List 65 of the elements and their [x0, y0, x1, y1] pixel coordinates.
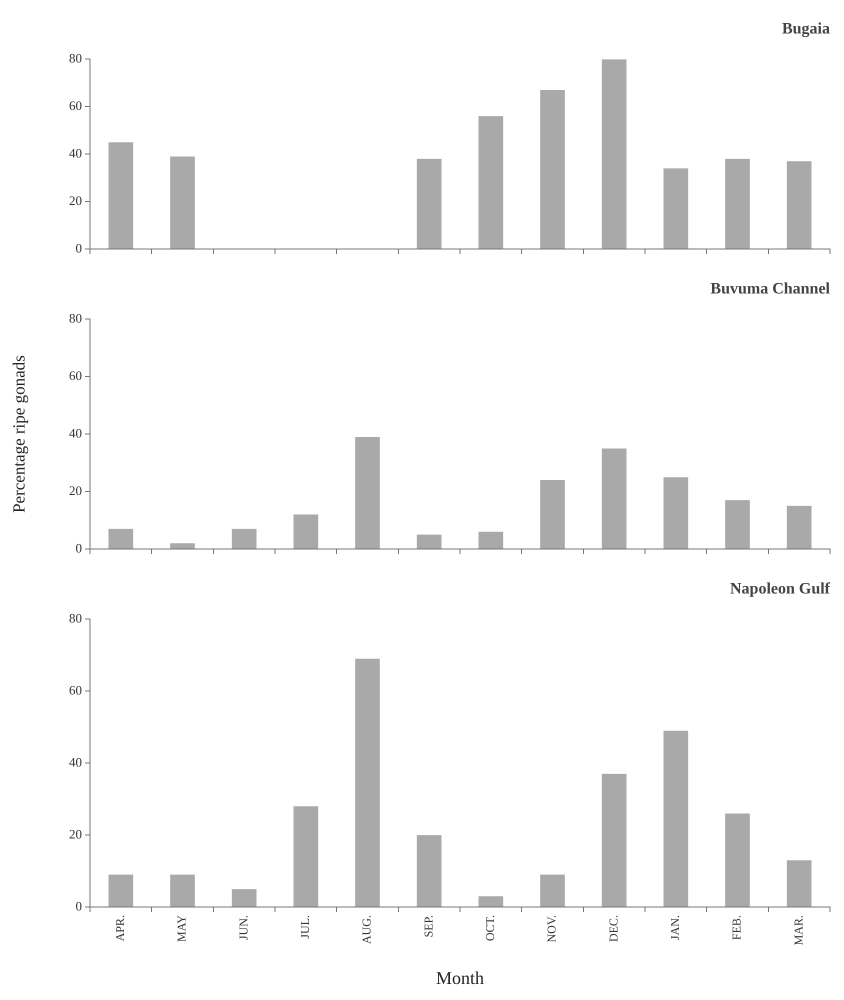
bar — [416, 534, 442, 548]
x-tick-label: SEP. — [421, 915, 436, 938]
y-tick-label: 60 — [69, 368, 82, 384]
y-tick-label: 60 — [69, 682, 82, 698]
bar — [416, 835, 442, 907]
bar — [108, 528, 134, 548]
bar — [540, 90, 565, 248]
bar — [786, 860, 812, 907]
x-tick-label: MAY — [174, 914, 189, 942]
x-tick-label: MAR. — [791, 915, 806, 946]
y-tick-label: 20 — [69, 192, 82, 208]
bar — [602, 59, 626, 248]
bar — [355, 658, 380, 907]
x-tick-label: NOV. — [544, 915, 559, 943]
y-tick-label: 20 — [69, 826, 82, 842]
y-tick-label: 80 — [69, 50, 82, 66]
chart-title: Bugaia — [782, 20, 830, 38]
bar — [294, 806, 318, 907]
bar — [664, 168, 688, 248]
x-axis-title: Month — [436, 968, 484, 988]
bar — [478, 532, 504, 548]
y-tick-label: 40 — [69, 426, 82, 441]
chart-title: Napoleon Gulf — [730, 580, 831, 598]
x-tick-label: AUG. — [360, 915, 374, 944]
y-tick-label: 80 — [69, 310, 82, 326]
bar — [602, 448, 626, 548]
bar — [786, 161, 812, 248]
y-tick-label: 0 — [76, 240, 82, 256]
y-tick-label: 0 — [76, 540, 82, 556]
bar — [602, 774, 626, 907]
y-tick-label: 40 — [69, 754, 82, 770]
chart-title: Buvuma Channel — [710, 280, 831, 298]
x-tick-label: FEB. — [730, 915, 744, 940]
bar — [664, 730, 688, 907]
y-tick-label: 40 — [69, 146, 82, 161]
bar — [170, 874, 195, 907]
y-tick-label: 60 — [69, 98, 82, 114]
bar — [786, 506, 812, 548]
x-tick-label: JUN. — [236, 915, 250, 940]
y-axis-title: Percentage ripe gonads — [10, 355, 29, 513]
bar — [478, 116, 504, 248]
x-tick-label: JUL. — [298, 915, 312, 939]
bar — [294, 514, 318, 548]
bar — [355, 436, 380, 548]
x-tick-label: APR. — [112, 915, 127, 942]
bar — [170, 543, 195, 548]
bar — [232, 528, 256, 548]
bar — [725, 500, 750, 548]
x-tick-label: DEC. — [606, 915, 620, 942]
x-tick-label: JAN. — [668, 915, 682, 940]
bar — [232, 889, 256, 907]
bar — [416, 158, 442, 248]
bar — [108, 142, 134, 248]
bar — [478, 896, 504, 907]
bar — [725, 814, 750, 907]
bar — [664, 477, 688, 548]
y-tick-label: 80 — [69, 610, 82, 626]
bar — [108, 874, 134, 907]
y-tick-label: 0 — [76, 898, 82, 914]
x-tick-label: OCT. — [482, 915, 497, 942]
bar — [540, 874, 565, 907]
y-tick-label: 20 — [69, 482, 82, 498]
bar — [725, 158, 750, 248]
bar — [170, 156, 195, 248]
bar — [540, 480, 565, 548]
